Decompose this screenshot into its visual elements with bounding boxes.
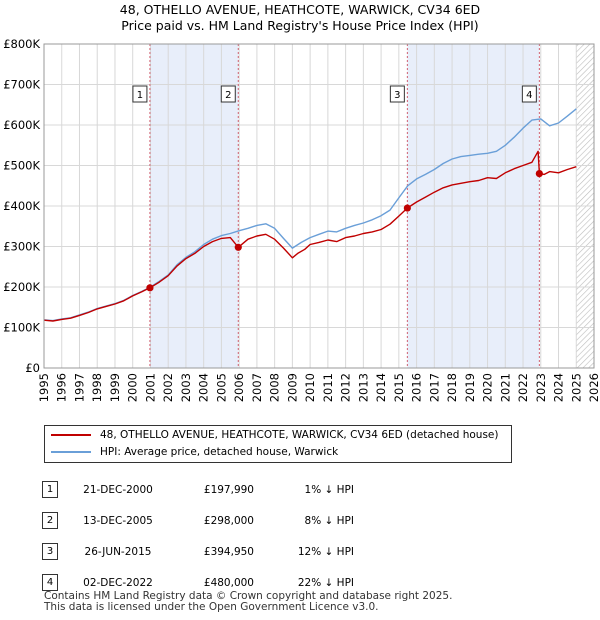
x-tick-label: 1996 — [55, 373, 69, 402]
x-tick-label: 2016 — [410, 373, 424, 402]
sale-number-box — [521, 85, 537, 103]
x-tick-label: 2019 — [463, 373, 477, 402]
y-tick-label: £300K — [3, 240, 40, 254]
x-tick-label: 1997 — [72, 373, 86, 402]
y-tick-label: £800K — [3, 37, 40, 51]
x-tick-label: 2020 — [481, 373, 495, 402]
x-tick-label: 2007 — [250, 373, 264, 402]
x-tick-label: 2006 — [232, 373, 246, 402]
x-tick-label: 2008 — [268, 373, 282, 402]
x-tick-label: 2005 — [214, 373, 228, 402]
sale-number-box — [220, 85, 236, 103]
chart-title-line1: 48, OTHELLO AVENUE, HEATHCOTE, WARWICK, … — [119, 2, 481, 17]
transaction-number: 4 — [42, 574, 58, 591]
transaction-hpi-diff: 22% ↓ HPI — [297, 576, 354, 589]
property-price-line — [43, 150, 577, 322]
transaction-hpi-diff: 8% ↓ HPI — [304, 514, 354, 527]
y-tick-label: £700K — [3, 78, 40, 92]
footer-licence: This data is licensed under the Open Gov… — [44, 601, 379, 613]
chart-title-line2: Price paid vs. HM Land Registry's House … — [121, 18, 479, 33]
x-tick-label: 2015 — [392, 373, 406, 402]
legend-item-hpi: HPI: Average price, detached house, Warw… — [51, 444, 338, 460]
legend-swatch-property — [51, 434, 91, 436]
legend-item-property: 48, OTHELLO AVENUE, HEATHCOTE, WARWICK, … — [51, 427, 498, 443]
x-tick-label: 2017 — [427, 373, 441, 402]
transaction-price: £480,000 — [203, 576, 254, 589]
legend-swatch-hpi — [51, 451, 91, 453]
sale-point — [234, 243, 242, 251]
transaction-number: 1 — [42, 481, 58, 498]
transaction-row: 1 21-DEC-2000 £197,990 1% ↓ HPI — [42, 474, 354, 505]
x-tick-label: 2018 — [445, 373, 459, 402]
x-tick-label: 2023 — [534, 373, 548, 402]
transaction-price: £197,990 — [203, 483, 254, 496]
transaction-row: 4 02-DEC-2022 £480,000 22% ↓ HPI — [42, 567, 354, 598]
transaction-date: 26-JUN-2015 — [84, 545, 152, 558]
x-tick-label: 2024 — [552, 373, 566, 402]
x-tick-label: 2012 — [339, 373, 353, 402]
transaction-hpi-diff: 1% ↓ HPI — [304, 483, 354, 496]
sale-point — [403, 204, 411, 212]
x-tick-label: 2014 — [374, 373, 388, 402]
x-tick-label: 2025 — [569, 373, 583, 402]
sale-number-label: 3 — [394, 90, 400, 101]
y-tick-label: £600K — [3, 118, 40, 132]
x-tick-label: 2010 — [303, 373, 317, 402]
x-tick-label: 1999 — [108, 373, 122, 402]
transaction-number: 2 — [42, 512, 58, 529]
sale-point — [146, 284, 154, 292]
y-tick-label: £0 — [25, 361, 40, 375]
x-tick-label: 2011 — [321, 373, 335, 402]
y-tick-label: £400K — [3, 199, 40, 213]
x-tick-label: 2000 — [126, 373, 140, 402]
price-chart: 1 2 3 4 £0 £100K £200K £300K £400K £500K £600K £700… — [3, 37, 600, 402]
transactions-table: 1 21-DEC-2000 £197,990 1% ↓ HPI 2 13-DEC-2005… — [42, 474, 354, 598]
sale-number-box — [389, 85, 405, 103]
transaction-date: 02-DEC-2022 — [83, 576, 153, 589]
x-tick-label: 2003 — [179, 373, 193, 402]
x-tick-label: 1995 — [37, 373, 51, 402]
footer: Contains HM Land Registry data © Crown c… — [44, 591, 452, 613]
transaction-date: 13-DEC-2005 — [83, 514, 153, 527]
transaction-price: £298,000 — [203, 514, 254, 527]
sale-point — [535, 170, 543, 178]
plot-border — [43, 43, 595, 369]
transaction-hpi-diff: 12% ↓ HPI — [297, 545, 354, 558]
sale-number-label: 2 — [225, 90, 231, 101]
x-tick-label: 1998 — [90, 373, 104, 402]
x-tick-label: 2002 — [161, 373, 175, 402]
x-tick-label: 2026 — [587, 373, 600, 402]
transaction-number: 3 — [42, 543, 58, 560]
x-tick-label: 2022 — [516, 373, 530, 402]
y-tick-label: £100K — [3, 321, 40, 335]
y-tick-label: £500K — [3, 159, 40, 173]
x-tick-label: 2013 — [356, 373, 370, 402]
x-tick-label: 2001 — [143, 373, 157, 402]
x-tick-label: 2009 — [285, 373, 299, 402]
sale-number-box — [132, 85, 148, 103]
legend-label-property: 48, OTHELLO AVENUE, HEATHCOTE, WARWICK, … — [100, 429, 499, 441]
y-tick-label: £200K — [3, 280, 40, 294]
x-tick-label: 2021 — [498, 373, 512, 402]
footer-copyright: Contains HM Land Registry data © Crown c… — [44, 590, 453, 602]
legend-label-hpi: HPI: Average price, detached house, Warw… — [100, 446, 339, 458]
legend: 48, OTHELLO AVENUE, HEATHCOTE, WARWICK, … — [44, 425, 512, 463]
transaction-row: 2 13-DEC-2005 £298,000 8% ↓ HPI — [42, 505, 354, 536]
sale-number-label: 4 — [526, 90, 532, 101]
transaction-row: 3 26-JUN-2015 £394,950 12% ↓ HPI — [42, 536, 354, 567]
transaction-price: £394,950 — [203, 545, 254, 558]
transaction-date: 21-DEC-2000 — [83, 483, 153, 496]
x-tick-label: 2004 — [197, 373, 211, 402]
sale-number-label: 1 — [137, 90, 143, 101]
